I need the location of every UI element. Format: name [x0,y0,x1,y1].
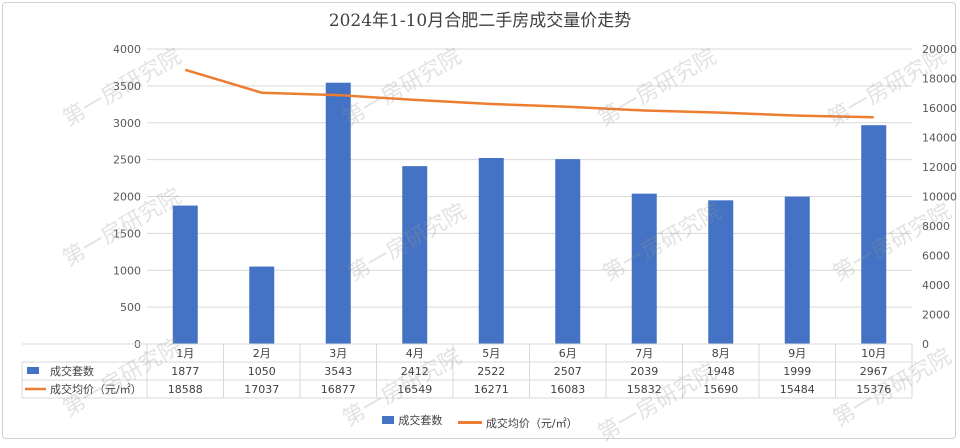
table-cell-price: 16083 [550,383,585,396]
y-left-tick-label: 500 [120,301,141,314]
table-row-header-price: 成交均价（元/㎡） [50,382,142,396]
x-category-label: 3月 [329,347,347,360]
y-left-tick-label: 1000 [113,264,141,277]
table-cell-price: 15690 [703,383,738,396]
bar [249,266,275,344]
y-left-tick-label: 2000 [113,191,141,204]
bar [402,166,428,344]
table-cell-count: 2967 [860,365,888,378]
y-right-tick-label: 0 [922,338,929,351]
y-left-tick-label: 1500 [113,227,141,240]
bar [861,125,887,344]
y-right-tick-label: 14000 [922,132,957,145]
bar [784,196,810,344]
table-cell-count: 1050 [248,365,276,378]
x-category-label: 7月 [635,347,653,360]
y-right-tick-label: 18000 [922,73,957,86]
table-cell-count: 1999 [783,365,811,378]
bar [708,200,734,344]
table-cell-price: 15484 [780,383,815,396]
y-left-tick-label: 3500 [113,80,141,93]
x-category-label: 10月 [861,347,886,360]
bar [631,193,657,344]
y-left-tick-label: 4000 [113,43,141,56]
x-category-label: 9月 [788,347,806,360]
x-category-label: 5月 [482,347,500,360]
table-key-bar [27,367,39,374]
y-right-tick-label: 16000 [922,102,957,115]
x-category-label: 4月 [406,347,424,360]
table-cell-price: 16877 [321,383,356,396]
table-cell-count: 2412 [401,365,429,378]
legend-line-label: 成交均价（元/㎡） [485,416,578,430]
table-cell-count: 2507 [554,365,582,378]
table-cell-count: 1948 [707,365,735,378]
y-left-tick-label: 3000 [113,117,141,130]
price-line [184,68,874,119]
legend-line-swatch [457,421,482,424]
y-right-tick-label: 4000 [922,279,950,292]
bar [478,158,504,344]
table-cell-count: 2522 [477,365,505,378]
y-right-tick-label: 12000 [922,161,957,174]
table-cell-price: 16549 [397,383,432,396]
chart-title: 2024年1-10月合肥二手房成交量价走势 [328,11,632,31]
x-category-label: 2月 [253,347,271,360]
table-cell-count: 1877 [171,365,199,378]
table-cell-price: 15832 [627,383,662,396]
table-cell-price: 15376 [856,383,891,396]
legend-item-line: 成交均价（元/㎡） [457,415,578,431]
bar [325,82,351,345]
x-category-label: 6月 [559,347,577,360]
y-right-tick-label: 20000 [922,43,957,56]
bar [172,205,198,344]
y-right-tick-label: 6000 [922,250,950,263]
table-cell-count: 3543 [324,365,352,378]
table-cell-price: 18588 [168,383,203,396]
y-left-tick-label: 2500 [113,154,141,167]
x-category-label: 1月 [176,347,194,360]
table-cell-price: 17037 [244,383,279,396]
y-right-tick-label: 8000 [922,220,950,233]
bar [555,159,581,344]
y-right-tick-label: 2000 [922,309,950,322]
legend-bar-swatch [382,416,395,424]
chart-frame [2,2,956,439]
table-row-header-count: 成交套数 [50,364,94,378]
y-right-tick-label: 10000 [922,191,957,204]
legend-bar-label: 成交套数 [398,414,443,427]
table-cell-count: 2039 [630,365,658,378]
chart-legend: 成交套数 成交均价（元/㎡） [0,412,960,431]
x-category-label: 8月 [712,347,730,360]
table-cell-price: 16271 [474,383,509,396]
legend-item-bar: 成交套数 [382,412,442,428]
